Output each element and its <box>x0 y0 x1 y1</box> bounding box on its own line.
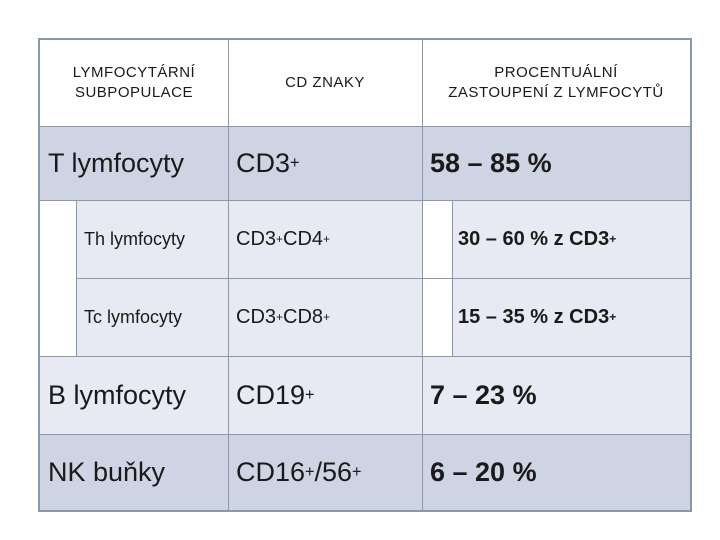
grid-line <box>40 356 690 357</box>
grid-line <box>76 278 690 279</box>
grid-line <box>228 40 229 510</box>
row-nk-percent: 6 – 20 % <box>422 434 690 510</box>
header-subpopulation-line1: LYMFOCYTÁRNÍ <box>72 64 196 81</box>
row-nk-cd: CD16 +/56 + <box>228 434 422 510</box>
grid-line <box>40 200 690 201</box>
row-th-cd: CD3 + CD4 + <box>228 200 422 278</box>
header-subpopulation: LYMFOCYTÁRNÍ SUBPOPULACE <box>40 40 228 126</box>
lymphocyte-table: LYMFOCYTÁRNÍ SUBPOPULACE CD ZNAKY PROCEN… <box>38 38 692 512</box>
grid-line <box>40 126 690 127</box>
row-b-cd: CD19 + <box>228 356 422 434</box>
row-b-name: B lymfocyty <box>40 356 228 434</box>
grid-line <box>40 434 690 435</box>
row-nk-name: NK buňky <box>40 434 228 510</box>
header-cd-markers-label: CD ZNAKY <box>285 74 365 91</box>
row-tc-percent: 15 – 35 % z CD3 + <box>452 278 690 356</box>
row-t-name: T lymfocyty <box>40 126 228 200</box>
header-cd-markers: CD ZNAKY <box>228 40 422 126</box>
header-percentage: PROCENTUÁLNÍ ZASTOUPENÍ Z LYMFOCYTŮ <box>422 40 690 126</box>
row-b-percent: 7 – 23 % <box>422 356 690 434</box>
row-th-name: Th lymfocyty <box>76 200 228 278</box>
row-th-percent: 30 – 60 % z CD3 + <box>452 200 690 278</box>
header-percentage-line1: PROCENTUÁLNÍ <box>494 64 618 81</box>
row-t-percent: 58 – 85 % <box>422 126 690 200</box>
row-tc-name: Tc lymfocyty <box>76 278 228 356</box>
grid-line <box>422 40 423 510</box>
header-subpopulation-line2: SUBPOPULACE <box>74 84 194 101</box>
row-t-cd: CD3 + <box>228 126 422 200</box>
row-tc-cd: CD3 + CD8 + <box>228 278 422 356</box>
header-percentage-line2: ZASTOUPENÍ Z LYMFOCYTŮ <box>448 84 664 101</box>
